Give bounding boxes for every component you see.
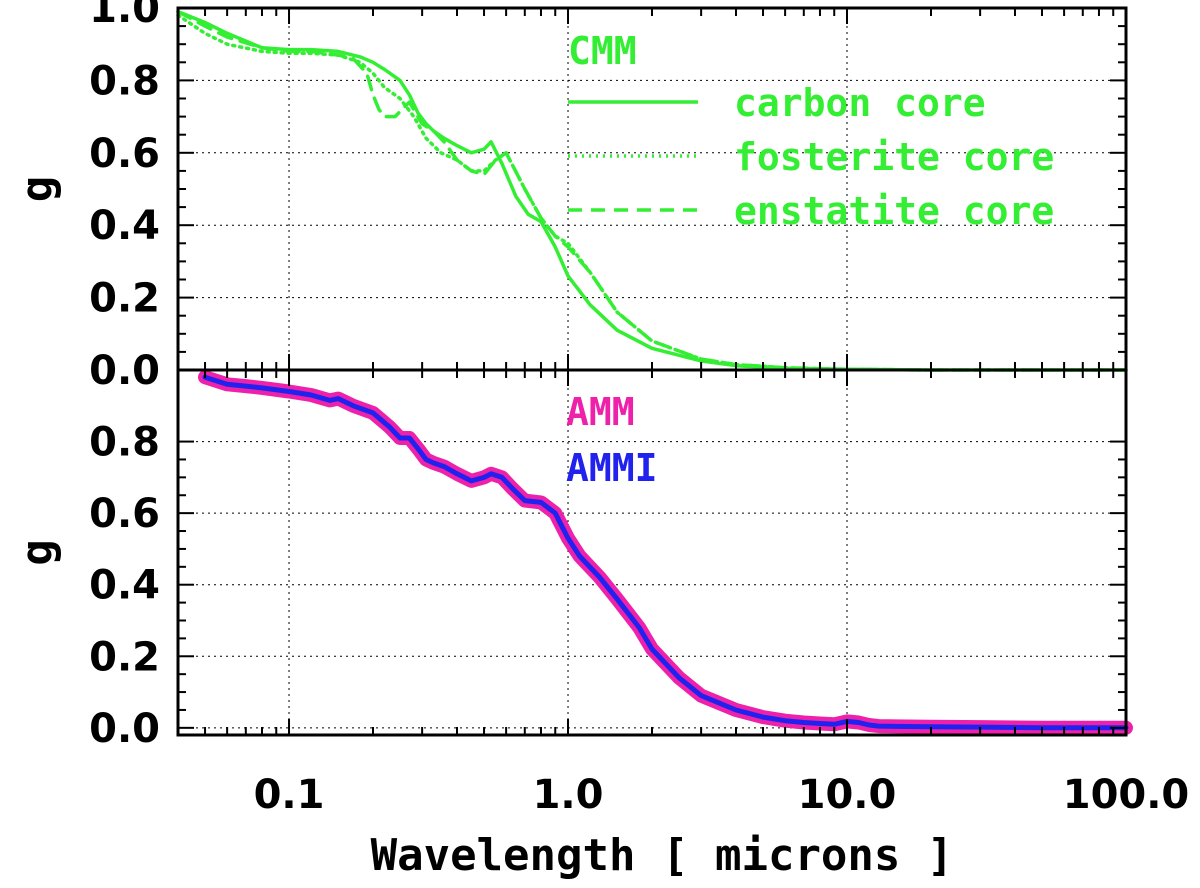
y-tick-label: 0.0	[89, 348, 160, 394]
bottom-plot-frame	[176, 368, 1128, 737]
x-axis-label: Wavelength [ microns ]	[371, 830, 954, 881]
top-series-group	[176, 9, 1128, 372]
bottom-grid	[178, 370, 1126, 735]
series-line-ammi	[202, 374, 1129, 731]
x-tick-label: 10.0	[798, 772, 897, 818]
top-ticks: 0.0 0.2 0.4 0.6 0.8 1.0	[89, 0, 1126, 394]
x-tick-label: 100.0	[1063, 772, 1190, 818]
legend-title-cmm: CMM	[568, 29, 637, 73]
y-tick-label: 0.2	[89, 276, 160, 322]
legend-label-carbon-core: carbon core	[734, 81, 986, 125]
y-tick-label: 0.4	[89, 203, 160, 249]
y-tick-label: 0.0	[89, 706, 160, 752]
x-tick-label: 0.1	[254, 772, 325, 818]
y-tick-label: 0.8	[89, 58, 160, 104]
y-tick-label: 0.4	[89, 563, 160, 609]
y-tick-label: 0.6	[89, 491, 160, 537]
top-y-axis-label: g	[12, 176, 63, 203]
bottom-series-group	[198, 370, 1133, 735]
bottom-ticks: 0.0 0.2 0.4 0.6 0.8 0.1 1.0 10.0 100.0	[89, 370, 1189, 818]
x-tick-label: 1.0	[533, 772, 604, 818]
bottom-panel: 0.0 0.2 0.4 0.6 0.8 0.1 1.0 10.0 100.0 g AMM AMMI…	[12, 368, 1189, 881]
legend-label-enstatite-core: enstatite core	[734, 189, 1054, 233]
y-tick-label: 0.2	[89, 634, 160, 680]
y-tick-label: 0.6	[89, 131, 160, 177]
y-tick-label: 0.8	[89, 420, 160, 466]
top-legend: CMM carbon core fosterite core enstatite c…	[568, 29, 1054, 233]
series-line-amm	[198, 370, 1133, 735]
bottom-legend: AMM AMMI	[566, 390, 658, 490]
y-tick-label: 1.0	[89, 0, 160, 32]
top-panel: 0.0 0.2 0.4 0.6 0.8 1.0 g CMM carbon core fost…	[12, 0, 1128, 394]
bottom-y-axis-label: g	[12, 539, 63, 566]
legend-label-amm: AMM	[566, 390, 635, 434]
legend-label-ammi: AMMI	[566, 446, 658, 490]
series-line-enstatite-core	[176, 9, 1128, 372]
legend-label-fosterite-core: fosterite core	[734, 135, 1054, 179]
